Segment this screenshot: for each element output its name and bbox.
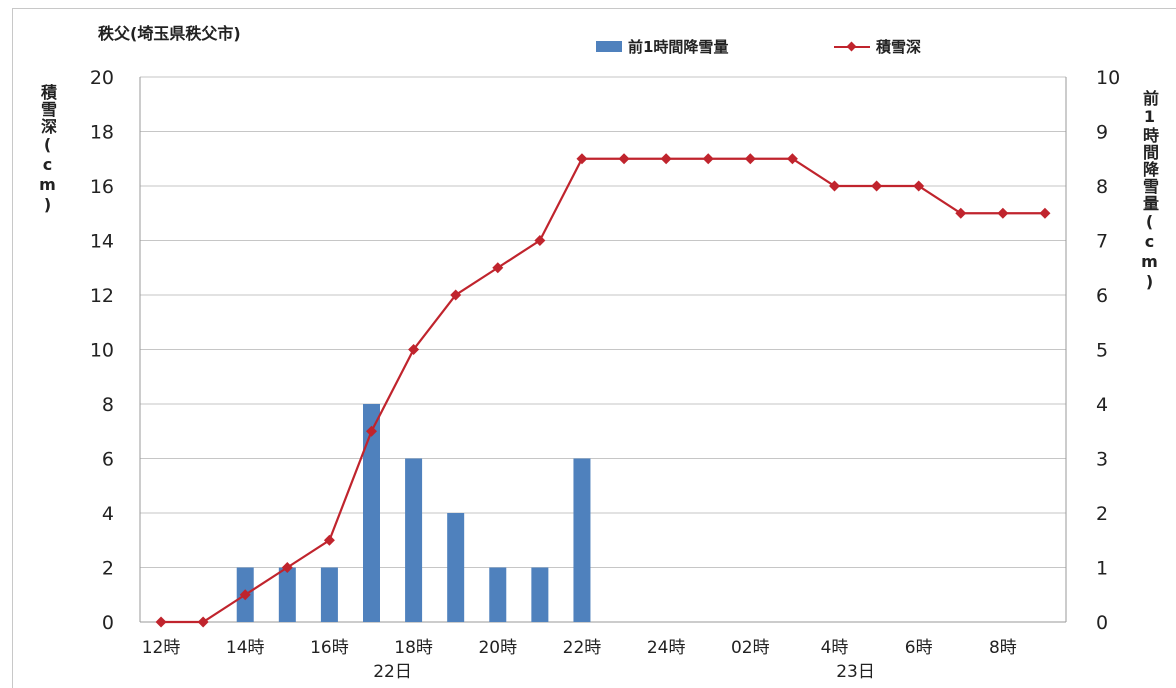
point-snow-depth xyxy=(702,153,714,165)
y-left-tick-label: 18 xyxy=(90,122,114,144)
y-right-tick-label: 5 xyxy=(1096,340,1108,362)
y-right-tick-label: 10 xyxy=(1096,67,1120,89)
point-snow-depth xyxy=(281,562,293,573)
point-snow-depth xyxy=(955,207,967,219)
point-snow-depth xyxy=(576,153,588,165)
y-left-tick-label: 0 xyxy=(102,612,114,634)
legend-item-snowfall: 前1時間降雪量 xyxy=(596,36,728,57)
y-right-tick-label: 9 xyxy=(1096,122,1108,144)
point-snow-depth xyxy=(366,425,377,437)
y-right-tick-label: 1 xyxy=(1096,558,1108,580)
y-left-tick-label: 12 xyxy=(90,285,114,307)
point-snow-depth xyxy=(997,207,1009,219)
point-snow-depth xyxy=(913,180,925,192)
point-snow-depth xyxy=(534,235,546,246)
point-snow-depth xyxy=(871,180,883,192)
x-tick-label: 20時 xyxy=(478,638,517,658)
x-tick-label: 4時 xyxy=(821,638,849,658)
y-left-tick-label: 10 xyxy=(90,340,114,362)
point-snow-depth xyxy=(660,153,672,165)
bar-snowfall xyxy=(531,567,549,622)
legend-swatch-line xyxy=(834,41,870,53)
x-tick-label: 18時 xyxy=(394,638,433,658)
legend-label-snow-depth: 積雪深 xyxy=(876,38,922,56)
point-snow-depth xyxy=(323,534,335,546)
y-left-tick-label: 4 xyxy=(102,503,114,525)
x-tick-label: 6時 xyxy=(905,638,933,658)
x-tick-label: 24時 xyxy=(647,638,686,658)
y-left-tick-label: 16 xyxy=(90,176,114,198)
bar-snowfall xyxy=(489,567,507,622)
bar-snowfall xyxy=(447,513,465,622)
point-snow-depth xyxy=(239,589,251,601)
y-axis-left-label: 積雪深(cm) xyxy=(38,84,57,215)
point-snow-depth xyxy=(155,616,167,628)
point-snow-depth xyxy=(744,153,756,165)
x-tick-label: 8時 xyxy=(989,638,1017,658)
legend-swatch-bar xyxy=(596,41,622,52)
y-right-tick-label: 7 xyxy=(1096,231,1108,253)
line-snow-depth xyxy=(161,157,1045,624)
point-snow-depth xyxy=(197,616,209,628)
point-snow-depth xyxy=(408,344,420,355)
y-right-tick-label: 2 xyxy=(1096,503,1108,525)
point-snow-depth xyxy=(450,289,462,301)
y-right-tick-label: 4 xyxy=(1096,394,1108,416)
point-snow-depth xyxy=(618,153,630,165)
x-day-label: 23日 xyxy=(836,662,875,680)
y-right-tick-label: 8 xyxy=(1096,176,1108,198)
x-day-label: 22日 xyxy=(373,662,412,680)
x-tick-label: 02時 xyxy=(731,638,770,658)
y-left-tick-label: 14 xyxy=(90,231,114,253)
chart-frame xyxy=(12,8,1176,688)
y-left-tick-label: 6 xyxy=(102,449,114,471)
point-snow-depth xyxy=(492,262,504,274)
point-snow-depth xyxy=(1039,207,1051,219)
y-right-tick-label: 6 xyxy=(1096,285,1108,307)
y-right-tick-label: 0 xyxy=(1096,612,1108,634)
x-tick-label: 14時 xyxy=(226,638,265,658)
bar-snowfall xyxy=(278,567,296,622)
y-axis-right-label: 前1時間降雪量(cm) xyxy=(1140,90,1159,292)
y-left-tick-label: 20 xyxy=(90,67,114,89)
chart-title: 秩父(埼玉県秩父市) xyxy=(98,24,241,43)
legend-label-snowfall: 前1時間降雪量 xyxy=(628,38,729,56)
y-right-tick-label: 3 xyxy=(1096,449,1108,471)
bar-snowfall xyxy=(573,458,591,622)
y-left-tick-label: 2 xyxy=(102,558,114,580)
bar-snowfall xyxy=(405,458,423,622)
x-tick-label: 12時 xyxy=(142,638,181,658)
bar-snowfall xyxy=(363,404,380,622)
legend-item-snow-depth: 積雪深 xyxy=(834,36,921,57)
point-snow-depth xyxy=(829,180,840,192)
point-snow-depth xyxy=(786,153,798,165)
x-tick-label: 22時 xyxy=(563,638,602,658)
bar-snowfall xyxy=(320,567,338,622)
x-tick-label: 16時 xyxy=(310,638,349,658)
y-left-tick-label: 8 xyxy=(102,394,114,416)
